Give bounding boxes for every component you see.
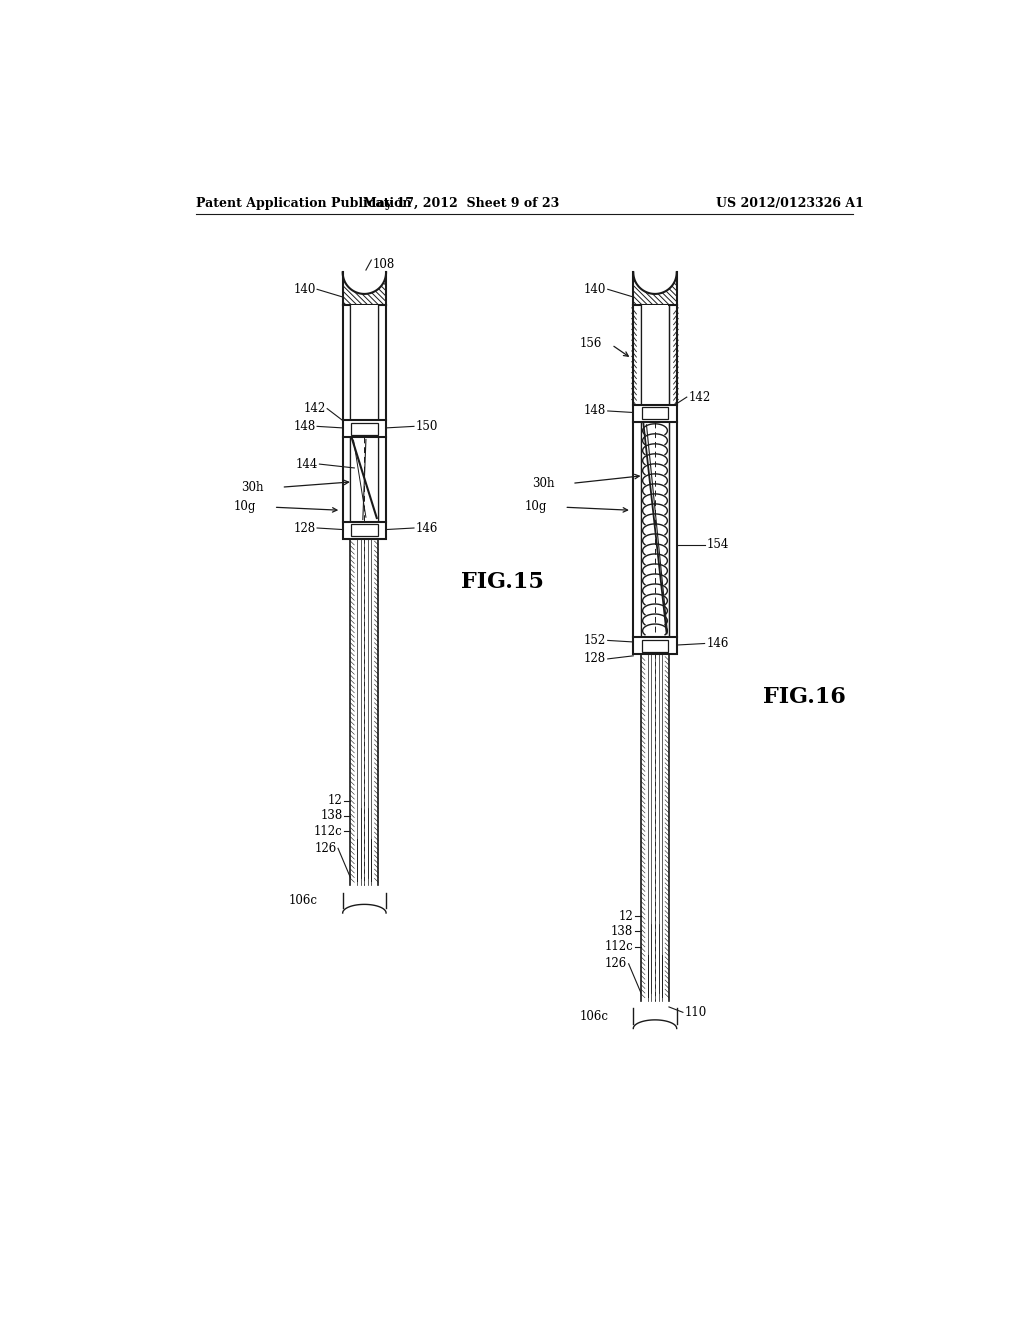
Bar — [343, 420, 386, 437]
Text: 146: 146 — [707, 638, 728, 649]
Text: 30h: 30h — [241, 480, 263, 494]
Text: 12: 12 — [618, 909, 633, 923]
Text: 138: 138 — [611, 925, 633, 939]
Text: 112c: 112c — [314, 825, 343, 838]
Text: 154: 154 — [707, 539, 728, 552]
Text: 152: 152 — [584, 634, 606, 647]
Text: 10g: 10g — [233, 500, 256, 513]
Text: 156: 156 — [580, 337, 602, 350]
Bar — [351, 422, 378, 434]
Text: 148: 148 — [293, 420, 315, 433]
Text: 128: 128 — [584, 652, 606, 665]
Text: 106c: 106c — [289, 894, 317, 907]
Text: 128: 128 — [294, 521, 315, 535]
Text: 106c: 106c — [580, 1010, 608, 1023]
Text: FIG.15: FIG.15 — [461, 572, 544, 593]
Bar — [633, 638, 677, 655]
Bar — [642, 422, 669, 638]
Text: 146: 146 — [416, 521, 438, 535]
Text: 142: 142 — [303, 403, 326, 416]
Text: 140: 140 — [293, 282, 315, 296]
Text: 12: 12 — [328, 795, 343, 807]
Text: 112c: 112c — [604, 940, 633, 953]
Text: 126: 126 — [605, 957, 627, 970]
Text: 110: 110 — [684, 1006, 707, 1019]
Bar — [633, 405, 677, 422]
Text: 10g: 10g — [524, 500, 547, 513]
Bar — [642, 305, 669, 405]
Text: May 17, 2012  Sheet 9 of 23: May 17, 2012 Sheet 9 of 23 — [364, 197, 559, 210]
Text: 30h: 30h — [531, 477, 554, 490]
Text: Patent Application Publication: Patent Application Publication — [197, 197, 412, 210]
Bar — [642, 407, 669, 420]
Text: 142: 142 — [688, 391, 711, 404]
Bar — [642, 640, 669, 652]
PathPatch shape — [343, 272, 386, 305]
Text: 148: 148 — [584, 404, 606, 417]
Text: 150: 150 — [416, 420, 438, 433]
Text: 138: 138 — [321, 809, 343, 822]
Text: 126: 126 — [314, 842, 337, 855]
PathPatch shape — [633, 272, 677, 305]
Text: FIG.16: FIG.16 — [764, 686, 847, 709]
Text: 144: 144 — [296, 458, 317, 471]
Bar — [343, 521, 386, 539]
Bar — [351, 437, 378, 521]
Text: US 2012/0123326 A1: US 2012/0123326 A1 — [717, 197, 864, 210]
Text: 108: 108 — [372, 259, 394, 272]
Text: 140: 140 — [584, 282, 606, 296]
Bar — [351, 524, 378, 536]
Bar — [351, 305, 378, 420]
